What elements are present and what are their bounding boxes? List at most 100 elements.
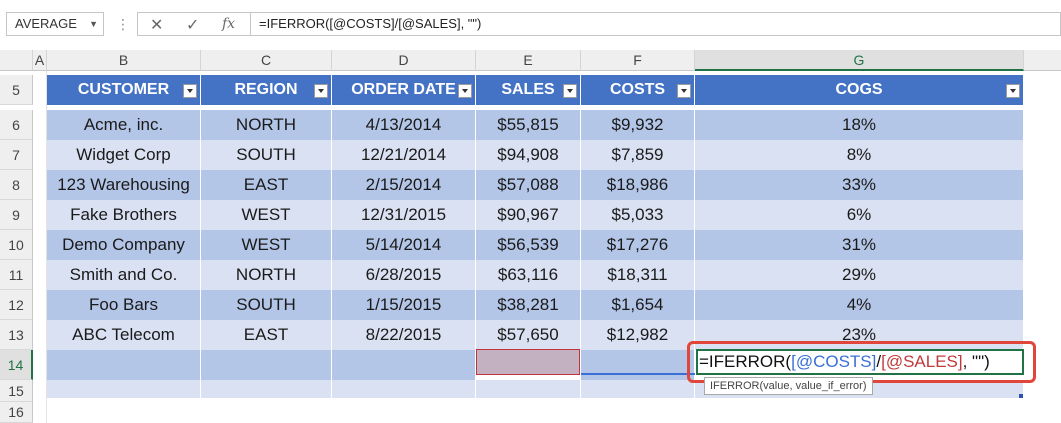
header-customer: CUSTOMER <box>47 75 201 105</box>
enter-icon[interactable]: ✓ <box>186 17 200 34</box>
column-header-b[interactable]: B <box>47 50 201 71</box>
new-row-cell[interactable] <box>581 350 695 380</box>
insert-function-icon[interactable]: fx <box>222 16 236 32</box>
new-row-cell[interactable] <box>332 350 476 380</box>
referenced-cell-sales[interactable] <box>476 349 580 375</box>
table-cell[interactable]: WEST <box>201 230 332 260</box>
sales-reference: [@SALES] <box>881 352 963 371</box>
table-cell[interactable]: 6/28/2015 <box>332 260 476 290</box>
select-all-corner[interactable] <box>0 50 33 71</box>
table-cell[interactable]: $9,932 <box>581 110 695 140</box>
table-cell[interactable]: EAST <box>201 320 332 350</box>
table-cell[interactable]: 123 Warehousing <box>47 170 201 200</box>
row-header-5[interactable]: 5 <box>0 75 33 105</box>
table-cell[interactable]: $1,654 <box>581 290 695 320</box>
row-header-14[interactable]: 14 <box>0 350 33 380</box>
table-cell[interactable]: $18,986 <box>581 170 695 200</box>
row-header-9[interactable]: 9 <box>0 200 33 230</box>
table-cell[interactable]: 6% <box>695 200 1024 230</box>
row-15-cell[interactable] <box>47 380 201 398</box>
table-cell[interactable]: Acme, inc. <box>47 110 201 140</box>
row-header-10[interactable]: 10 <box>0 230 33 260</box>
chevron-down-icon[interactable]: ▼ <box>89 19 98 29</box>
row-15-cell[interactable] <box>332 380 476 398</box>
table-cell[interactable]: Foo Bars <box>47 290 201 320</box>
table-cell[interactable]: SOUTH <box>201 290 332 320</box>
table-cell[interactable]: $17,276 <box>581 230 695 260</box>
table-cell[interactable]: 5/14/2014 <box>332 230 476 260</box>
table-cell[interactable]: $90,967 <box>476 200 581 230</box>
filter-dropdown-icon[interactable] <box>1006 84 1020 98</box>
row-header-13[interactable]: 13 <box>0 320 33 350</box>
table-cell[interactable]: $57,088 <box>476 170 581 200</box>
table-cell[interactable]: 23% <box>695 320 1024 350</box>
row-15-cell[interactable] <box>201 380 332 398</box>
table-cell[interactable]: NORTH <box>201 110 332 140</box>
table-cell[interactable]: $7,859 <box>581 140 695 170</box>
filter-dropdown-icon[interactable] <box>183 84 197 98</box>
new-row-cell[interactable] <box>201 350 332 380</box>
table-cell[interactable]: SOUTH <box>201 140 332 170</box>
row-header-7[interactable]: 7 <box>0 140 33 170</box>
table-resize-handle[interactable] <box>1019 394 1023 398</box>
column-header-g[interactable]: G <box>695 50 1024 71</box>
function-tooltip[interactable]: IFERROR(value, value_if_error) <box>704 377 873 395</box>
table-cell[interactable]: 8% <box>695 140 1024 170</box>
formula-edit-cell[interactable]: =IFERROR([@COSTS]/[@SALES], "") <box>696 349 1024 375</box>
filter-dropdown-icon[interactable] <box>677 84 691 98</box>
table-cell[interactable]: $57,650 <box>476 320 581 350</box>
table-cell[interactable]: 33% <box>695 170 1024 200</box>
new-row-cell[interactable] <box>47 350 201 380</box>
column-header-c[interactable]: C <box>201 50 332 71</box>
table-cell[interactable]: 4/13/2014 <box>332 110 476 140</box>
table-cell[interactable]: 2/15/2014 <box>332 170 476 200</box>
row-header-6[interactable]: 6 <box>0 110 33 140</box>
filter-dropdown-icon[interactable] <box>314 84 328 98</box>
table-cell[interactable]: $94,908 <box>476 140 581 170</box>
referenced-cell-costs[interactable] <box>581 349 695 375</box>
table-cell[interactable]: 1/15/2015 <box>332 290 476 320</box>
table-cell[interactable]: NORTH <box>201 260 332 290</box>
formula-input[interactable]: =IFERROR([@COSTS]/[@SALES], "") <box>250 12 1061 36</box>
filter-dropdown-icon[interactable] <box>563 84 577 98</box>
table-cell[interactable]: $63,116 <box>476 260 581 290</box>
row-header-12[interactable]: 12 <box>0 290 33 320</box>
row-15-cell[interactable] <box>581 380 695 398</box>
table-cell[interactable]: ABC Telecom <box>47 320 201 350</box>
table-cell[interactable]: $55,815 <box>476 110 581 140</box>
table-cell[interactable]: 12/21/2014 <box>332 140 476 170</box>
table-cell[interactable]: 31% <box>695 230 1024 260</box>
header-costs: COSTS <box>581 75 695 105</box>
column-header-d[interactable]: D <box>332 50 476 71</box>
table-cell[interactable]: WEST <box>201 200 332 230</box>
table-cell[interactable]: Smith and Co. <box>47 260 201 290</box>
table-cell[interactable]: 18% <box>695 110 1024 140</box>
table-cell[interactable]: $38,281 <box>476 290 581 320</box>
row-header-8[interactable]: 8 <box>0 170 33 200</box>
table-cell[interactable]: $18,311 <box>581 260 695 290</box>
table-cell[interactable]: Fake Brothers <box>47 200 201 230</box>
column-header-a[interactable]: A <box>33 50 47 71</box>
column-header-h[interactable] <box>1024 50 1061 71</box>
filter-dropdown-icon[interactable] <box>458 84 472 98</box>
name-box[interactable]: AVERAGE ▼ <box>6 12 104 36</box>
column-header-e[interactable]: E <box>476 50 581 71</box>
table-cell[interactable]: 8/22/2015 <box>332 320 476 350</box>
table-cell[interactable]: 4% <box>695 290 1024 320</box>
row-header-15[interactable]: 15 <box>0 380 33 402</box>
table-cell[interactable]: 12/31/2015 <box>332 200 476 230</box>
cancel-icon[interactable]: ✕ <box>150 17 164 34</box>
table-cell[interactable]: $5,033 <box>581 200 695 230</box>
table-cell[interactable]: $56,539 <box>476 230 581 260</box>
column-header-f[interactable]: F <box>581 50 695 71</box>
table-cell[interactable]: Demo Company <box>47 230 201 260</box>
row-header-16[interactable]: 16 <box>0 402 33 423</box>
row-header-11[interactable]: 11 <box>0 260 33 290</box>
table-cell[interactable]: EAST <box>201 170 332 200</box>
drag-handle-icon[interactable]: ⋮ <box>116 16 130 32</box>
table-cell[interactable]: 29% <box>695 260 1024 290</box>
table-cell[interactable]: Widget Corp <box>47 140 201 170</box>
table-cell[interactable]: $12,982 <box>581 320 695 350</box>
row-15-cell[interactable] <box>476 380 581 398</box>
formula-buttons: ✕ ✓ fx <box>137 12 250 36</box>
